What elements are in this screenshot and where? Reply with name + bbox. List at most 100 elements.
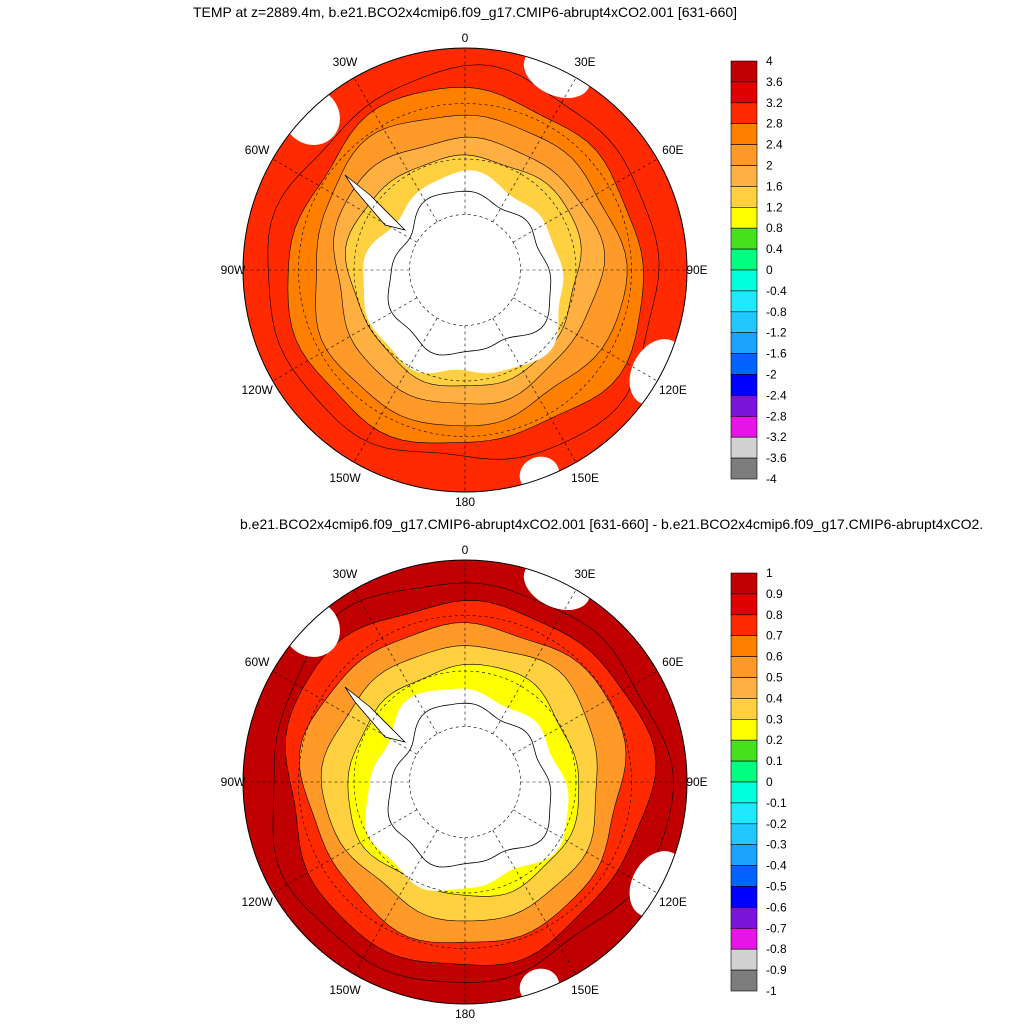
colorbar-swatch bbox=[730, 635, 758, 657]
meridian-line bbox=[492, 829, 577, 975]
colorbar-label: 0.8 bbox=[766, 608, 783, 622]
colorbar-swatch bbox=[730, 248, 758, 271]
colorbar-label: -1.2 bbox=[766, 326, 787, 340]
colorbar-swatch bbox=[730, 572, 758, 595]
longitude-label: 90W bbox=[221, 263, 246, 277]
meridian-line bbox=[272, 158, 418, 243]
colorbar-label: 2.4 bbox=[766, 138, 783, 152]
colorbar-swatch bbox=[730, 656, 758, 678]
meridian-line bbox=[272, 670, 418, 755]
colorbar-swatch bbox=[730, 290, 758, 313]
colorbar-label: 2 bbox=[766, 159, 773, 173]
colorbar-swatch bbox=[730, 823, 758, 845]
meridian-line bbox=[512, 158, 658, 243]
colorbar-swatch bbox=[730, 353, 758, 375]
colorbar-label: -0.8 bbox=[766, 305, 787, 319]
polar-map-panel-1: 0 30E 60E 90E 120E 150E 180 150W 120W 90W 60W 30W bbox=[221, 31, 708, 509]
colorbar-1: 4 3.6 3.2 2.8 2.4 2 1.6 1.2 0.8 0.4 0 -0.4 -0.8 -1.2 -… bbox=[730, 54, 787, 486]
colorbar-label: -2.8 bbox=[766, 409, 787, 423]
longitude-label: 150E bbox=[571, 983, 599, 997]
colorbar-swatch bbox=[730, 269, 758, 292]
colorbar-swatch bbox=[730, 123, 758, 145]
meridian-line bbox=[512, 297, 658, 382]
longitude-label: 30W bbox=[333, 55, 358, 69]
longitude-label: 90E bbox=[686, 263, 707, 277]
colorbar-swatch bbox=[730, 781, 758, 804]
meridian-line bbox=[353, 77, 438, 223]
colorbar-swatch bbox=[730, 457, 758, 480]
longitude-label: 30W bbox=[333, 567, 358, 581]
colorbar-swatch bbox=[730, 969, 758, 992]
longitude-label: 60W bbox=[245, 143, 270, 157]
longitude-label: 60W bbox=[245, 655, 270, 669]
colorbar-swatch bbox=[730, 698, 758, 720]
colorbar-label: 2.8 bbox=[766, 117, 783, 131]
colorbar-label: -1.6 bbox=[766, 347, 787, 361]
colorbar-label: 1 bbox=[766, 566, 773, 580]
colorbar-swatch bbox=[730, 81, 758, 104]
colorbar-swatch bbox=[730, 614, 758, 636]
colorbar-label: -0.8 bbox=[766, 942, 787, 956]
colorbar-swatch bbox=[730, 844, 758, 866]
longitude-label: 0 bbox=[462, 31, 469, 45]
colorbar-swatch bbox=[730, 415, 758, 438]
antarctica-coastline bbox=[387, 190, 552, 356]
colorbar-label: 3.6 bbox=[766, 75, 783, 89]
colorbar-swatch bbox=[730, 802, 758, 825]
colorbar-label: 0.4 bbox=[766, 691, 783, 705]
colorbar-label: -0.6 bbox=[766, 900, 787, 914]
colorbar-swatch bbox=[730, 102, 758, 125]
panel-2-title: b.e21.BCO2x4cmip6.f09_g17.CMIP6-abrupt4x… bbox=[240, 516, 984, 532]
colorbar-label: -2.4 bbox=[766, 388, 787, 402]
colorbar-swatch bbox=[730, 718, 758, 741]
colorbar-label: -0.9 bbox=[766, 963, 787, 977]
colorbar-label: 0 bbox=[766, 775, 773, 789]
meridian-line bbox=[512, 809, 658, 894]
colorbar-swatch bbox=[730, 927, 758, 950]
colorbar-label: -0.1 bbox=[766, 796, 787, 810]
colorbar-swatch bbox=[730, 227, 758, 250]
colorbar-label: -0.7 bbox=[766, 921, 787, 935]
longitude-label: 180 bbox=[455, 495, 475, 509]
colorbar-swatch bbox=[730, 144, 758, 166]
colorbar-swatch bbox=[730, 60, 758, 83]
colorbar-label: 3.2 bbox=[766, 96, 783, 110]
colorbar-label: -0.3 bbox=[766, 838, 787, 852]
meridian-line bbox=[353, 589, 438, 735]
meridian-line bbox=[353, 317, 438, 463]
longitude-label: 120W bbox=[241, 383, 273, 397]
colorbar-swatch bbox=[730, 739, 758, 762]
meridian-line bbox=[272, 809, 418, 894]
colorbar-swatch bbox=[730, 907, 758, 929]
temperature-field bbox=[243, 48, 687, 492]
colorbar-label: -4 bbox=[766, 472, 777, 486]
colorbar-swatch bbox=[730, 332, 758, 354]
colorbar-label: 0 bbox=[766, 263, 773, 277]
colorbar-swatch bbox=[730, 865, 758, 887]
colorbar-label: 0.8 bbox=[766, 221, 783, 235]
longitude-label: 120E bbox=[659, 383, 687, 397]
longitude-label: 90E bbox=[686, 775, 707, 789]
temperature-field bbox=[243, 560, 687, 1004]
colorbar-swatch bbox=[730, 374, 758, 396]
colorbar-label: 0.7 bbox=[766, 629, 783, 643]
colorbar-label: 1.6 bbox=[766, 179, 783, 193]
colorbar-label: -0.4 bbox=[766, 859, 787, 873]
colorbar-swatch bbox=[730, 186, 758, 208]
colorbar-label: 0.1 bbox=[766, 754, 783, 768]
colorbar-label: -3.6 bbox=[766, 451, 787, 465]
map-border bbox=[242, 47, 688, 493]
colorbar-label: 0.5 bbox=[766, 671, 783, 685]
colorbar-swatch bbox=[730, 886, 758, 908]
colorbar-label: -0.2 bbox=[766, 817, 787, 831]
longitude-label: 120W bbox=[241, 895, 273, 909]
longitude-label: 180 bbox=[455, 1007, 475, 1021]
colorbar-swatch bbox=[730, 395, 758, 417]
meridian-line bbox=[512, 670, 658, 755]
colorbar-swatch bbox=[730, 948, 758, 971]
longitude-label: 120E bbox=[659, 895, 687, 909]
meridian-line bbox=[353, 829, 438, 975]
longitude-label: 60E bbox=[662, 655, 683, 669]
map-border bbox=[242, 559, 688, 1005]
